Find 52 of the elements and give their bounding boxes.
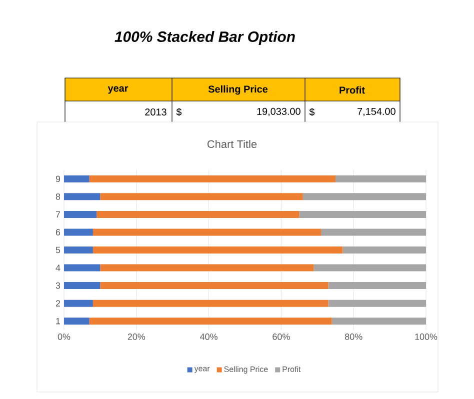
text: Selling Price bbox=[208, 85, 268, 95]
bar bbox=[64, 210, 97, 218]
y-tick-label: 2 bbox=[56, 300, 60, 306]
x-tick-label: 80% bbox=[345, 334, 362, 340]
bar bbox=[92, 228, 322, 236]
bar bbox=[96, 210, 300, 218]
bar bbox=[89, 175, 336, 182]
text: 7,154.00 bbox=[358, 108, 396, 116]
bar bbox=[328, 300, 426, 307]
bar bbox=[100, 282, 328, 290]
x-tick-label: 0% bbox=[58, 334, 70, 340]
bar bbox=[302, 193, 426, 200]
bar bbox=[328, 282, 426, 290]
bar bbox=[89, 318, 332, 325]
bar bbox=[342, 246, 426, 254]
bar bbox=[64, 264, 100, 272]
bar bbox=[336, 175, 426, 182]
y-tick-label: 8 bbox=[56, 193, 60, 200]
bar bbox=[100, 193, 303, 200]
bar bbox=[92, 300, 328, 307]
x-tick-label: 20% bbox=[128, 334, 146, 340]
y-tick-label: 9 bbox=[56, 176, 60, 182]
text: 100% Stacked Bar Option bbox=[114, 31, 295, 45]
x-tick-label: 60% bbox=[272, 334, 290, 340]
y-tick-label: 5 bbox=[56, 246, 60, 254]
bar bbox=[64, 228, 93, 236]
x-tick-label: 40% bbox=[200, 334, 218, 340]
text: Profit bbox=[340, 86, 365, 94]
bar bbox=[100, 264, 314, 272]
y-tick-label: 1 bbox=[56, 318, 60, 324]
bar bbox=[92, 246, 343, 254]
bar bbox=[64, 282, 100, 290]
y-tick-label: 4 bbox=[56, 264, 60, 271]
bar bbox=[64, 300, 93, 307]
x-tick-label: 100% bbox=[415, 334, 438, 340]
bar bbox=[321, 228, 426, 236]
text: $ bbox=[176, 108, 182, 116]
bar bbox=[64, 193, 100, 200]
chart-title: Chart Title bbox=[207, 140, 257, 148]
text: 19,033.00 bbox=[257, 108, 300, 116]
y-tick-label: 3 bbox=[56, 282, 60, 289]
y-tick-label: 7 bbox=[56, 211, 60, 218]
text: $ bbox=[309, 108, 315, 116]
y-tick-label: 6 bbox=[56, 229, 60, 236]
bar bbox=[64, 318, 90, 325]
text: year bbox=[108, 86, 128, 94]
bar bbox=[64, 175, 90, 182]
bar bbox=[314, 264, 426, 272]
bar bbox=[332, 318, 426, 325]
bar bbox=[299, 210, 426, 218]
bar bbox=[64, 246, 93, 254]
text: 2013 bbox=[145, 108, 166, 116]
